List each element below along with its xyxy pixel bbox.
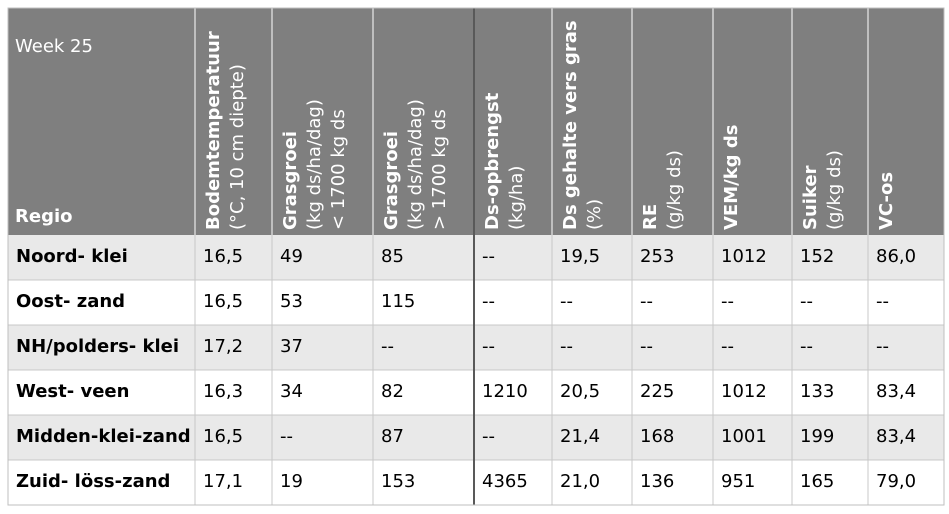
cell: --: [482, 246, 495, 267]
cell: 34: [280, 381, 303, 402]
cell: 1210: [482, 381, 528, 402]
column-subtitle: (kg/ha): [506, 166, 527, 230]
column-title: VC-os: [876, 172, 897, 230]
cell: 83,4: [876, 426, 916, 447]
cell: 79,0: [876, 471, 916, 492]
column-title: Bodemtemperatuur: [203, 31, 224, 230]
cell: --: [280, 426, 293, 447]
cell: --: [640, 291, 653, 312]
cell: 199: [800, 426, 834, 447]
column-title: Grasgroei: [280, 131, 301, 230]
row-bg: [8, 325, 944, 370]
cell: 17,2: [203, 336, 243, 357]
region-cell: Zuid- löss-zand: [16, 471, 170, 492]
cell: --: [721, 336, 734, 357]
column-title: Ds-opbrengst: [482, 92, 503, 230]
region-cell: Oost- zand: [16, 291, 125, 312]
column-subtitle: (g/kg ds): [824, 150, 845, 230]
cell: --: [721, 291, 734, 312]
cell: 1001: [721, 426, 767, 447]
cell: 16,5: [203, 426, 243, 447]
cell: 17,1: [203, 471, 243, 492]
cell: --: [800, 291, 813, 312]
cell: 951: [721, 471, 755, 492]
cell: --: [876, 336, 889, 357]
cell: 1012: [721, 246, 767, 267]
column-subtitle: (kg ds/ha/dag): [304, 99, 325, 230]
cell: --: [482, 291, 495, 312]
cell: --: [800, 336, 813, 357]
row-bg: [8, 415, 944, 460]
cell: 87: [381, 426, 404, 447]
cell: 53: [280, 291, 303, 312]
cell: --: [381, 336, 394, 357]
cell: 19,5: [560, 246, 600, 267]
cell: 253: [640, 246, 674, 267]
header-bg: [8, 8, 944, 235]
cell: 37: [280, 336, 303, 357]
column-title: Grasgroei: [381, 131, 402, 230]
column-title: Ds gehalte vers gras: [560, 20, 581, 230]
cell: 20,5: [560, 381, 600, 402]
cell: 83,4: [876, 381, 916, 402]
row-bg: [8, 370, 944, 415]
column-subtitle: < 1700 kg ds: [328, 109, 349, 230]
week-label: Week 25: [15, 36, 93, 57]
cell: 152: [800, 246, 834, 267]
cell: 82: [381, 381, 404, 402]
cell: --: [482, 336, 495, 357]
cell: 85: [381, 246, 404, 267]
column-subtitle: (g/kg ds): [664, 150, 685, 230]
column-title: RE: [640, 204, 661, 230]
cell: 165: [800, 471, 834, 492]
region-cell: West- veen: [16, 381, 129, 402]
cell: 16,3: [203, 381, 243, 402]
column-subtitle: (%): [584, 199, 605, 230]
region-label: Regio: [15, 206, 73, 227]
row-bg: [8, 235, 944, 280]
cell: 19: [280, 471, 303, 492]
column-subtitle: > 1700 kg ds: [429, 109, 450, 230]
cell: 49: [280, 246, 303, 267]
cell: --: [640, 336, 653, 357]
row-bg: [8, 280, 944, 325]
cell: 133: [800, 381, 834, 402]
cell: --: [876, 291, 889, 312]
cell: 16,5: [203, 246, 243, 267]
cell: 16,5: [203, 291, 243, 312]
region-cell: Midden-klei-zand: [16, 426, 191, 447]
cell: --: [560, 336, 573, 357]
cell: 168: [640, 426, 674, 447]
column-subtitle: (°C, 10 cm diepte): [227, 64, 248, 230]
column-subtitle: (kg ds/ha/dag): [405, 99, 426, 230]
row-bg: [8, 460, 944, 505]
column-title: VEM/kg ds: [721, 125, 742, 230]
column-title: Suiker: [800, 165, 821, 230]
cell: 136: [640, 471, 674, 492]
region-cell: NH/polders- klei: [16, 336, 179, 357]
cell: 21,4: [560, 426, 600, 447]
cell: 4365: [482, 471, 528, 492]
table-border: [7, 7, 945, 506]
cell: 153: [381, 471, 415, 492]
cell: --: [482, 426, 495, 447]
cell: 1012: [721, 381, 767, 402]
cell: 115: [381, 291, 415, 312]
cell: --: [560, 291, 573, 312]
region-cell: Noord- klei: [16, 246, 128, 267]
cell: 225: [640, 381, 674, 402]
cell: 21,0: [560, 471, 600, 492]
cell: 86,0: [876, 246, 916, 267]
